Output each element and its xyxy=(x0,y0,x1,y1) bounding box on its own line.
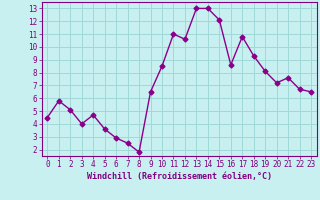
X-axis label: Windchill (Refroidissement éolien,°C): Windchill (Refroidissement éolien,°C) xyxy=(87,172,272,181)
